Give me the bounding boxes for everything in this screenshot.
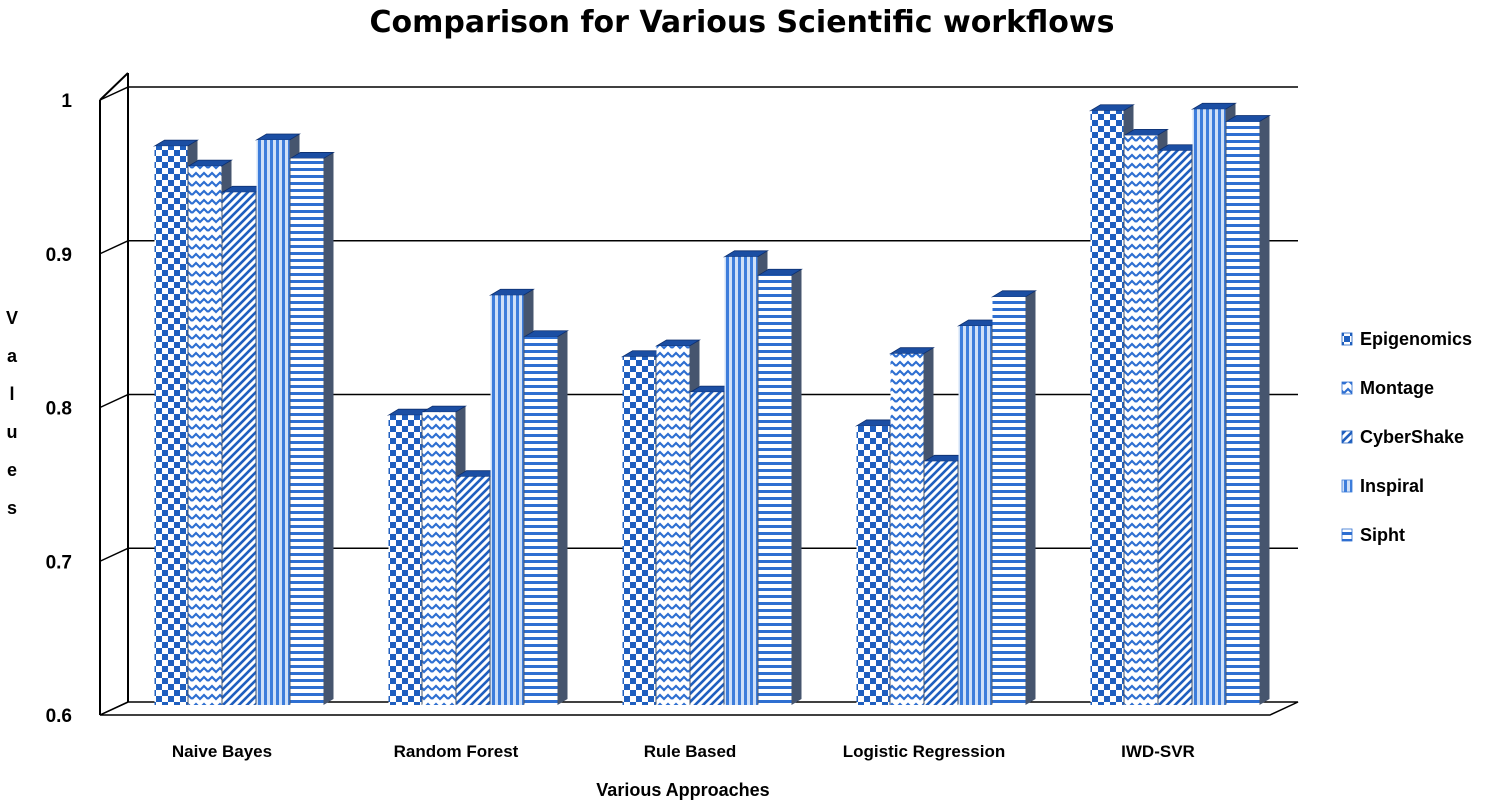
legend-item: Epigenomics [1341, 329, 1472, 349]
y-axis-label-char: a [7, 346, 18, 366]
legend-label: Montage [1360, 378, 1434, 398]
y-axis-label-char: u [7, 422, 18, 442]
y-axis-label-char: s [7, 498, 17, 518]
legend: Epigenomics Montage CyberShake Inspiral Siph… [1341, 329, 1472, 545]
bar [757, 268, 803, 705]
x-tick-label: Random Forest [394, 742, 519, 761]
legend-swatch [1341, 479, 1353, 493]
bars [153, 102, 1271, 706]
legend-label: Sipht [1360, 525, 1405, 545]
bar [523, 330, 569, 705]
x-tick-label: Logistic Regression [843, 742, 1005, 761]
legend-item: Inspiral [1341, 476, 1424, 496]
x-tick-labels: Naive Bayes Random Forest Rule Based Logist… [172, 742, 1195, 761]
legend-swatch [1341, 381, 1353, 395]
y-tick-labels: 0.6 0.7 0.8 0.9 1 [46, 91, 73, 727]
legend-item: Sipht [1341, 525, 1405, 545]
chart-title: Comparison for Various Scientific workfl… [370, 5, 1115, 40]
y-axis-label-char: e [7, 460, 17, 480]
x-tick-label: Naive Bayes [172, 742, 272, 761]
y-axis-label-char: V [6, 308, 18, 328]
y-tick-label: 0.6 [46, 706, 72, 727]
x-tick-label: IWD-SVR [1121, 742, 1195, 761]
legend-label: CyberShake [1360, 427, 1464, 447]
legend-label: Inspiral [1360, 476, 1424, 496]
legend-swatch [1341, 528, 1353, 542]
legend-swatch [1341, 332, 1353, 346]
bar [1225, 115, 1271, 705]
plot-frame [99, 72, 1299, 716]
y-tick-label: 1 [61, 91, 72, 112]
x-axis-label: Various Approaches [596, 780, 769, 800]
y-tick-label: 0.9 [46, 245, 72, 266]
y-tick-label: 0.7 [46, 552, 72, 573]
y-tick-label: 0.8 [46, 399, 72, 420]
bar [991, 290, 1037, 705]
x-tick-label: Rule Based [644, 742, 737, 761]
y-axis-label-char: l [9, 384, 14, 404]
legend-swatch [1341, 430, 1353, 444]
legend-item: CyberShake [1341, 427, 1464, 447]
legend-label: Epigenomics [1360, 329, 1472, 349]
legend-item: Montage [1341, 378, 1434, 398]
bar [289, 152, 335, 706]
